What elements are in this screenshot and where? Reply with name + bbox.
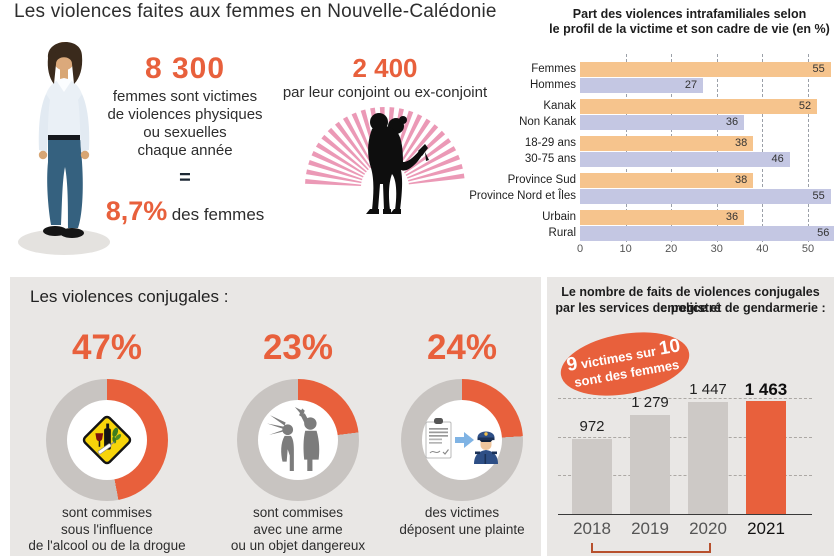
bar-non-kanak bbox=[580, 115, 745, 130]
bar-value-label: 52 bbox=[798, 100, 812, 112]
victims-caption-line: chaque année bbox=[137, 142, 233, 159]
bar-rural bbox=[580, 226, 834, 241]
bar-value-label: 46 bbox=[771, 153, 784, 165]
bar-value-label: 55 bbox=[812, 63, 825, 75]
gridline-x-30 bbox=[716, 54, 718, 242]
sun-ray bbox=[311, 151, 364, 178]
partner-count: 2 400 bbox=[352, 53, 418, 83]
sun-ray bbox=[408, 173, 465, 185]
couple-silhouette bbox=[366, 113, 429, 214]
victims-caption-line: ou sexuelles bbox=[143, 124, 227, 141]
sunburst-rays bbox=[305, 107, 465, 187]
bar-hommes bbox=[580, 78, 704, 93]
bar-province-sud bbox=[580, 173, 754, 188]
x-tick-label: 20 bbox=[665, 243, 678, 255]
gridline-x-40 bbox=[762, 54, 764, 242]
bar-category-label: Rural bbox=[548, 227, 576, 239]
sun-ray bbox=[306, 169, 362, 184]
sun-ray bbox=[334, 121, 372, 169]
bar-30-75-ans bbox=[580, 152, 790, 167]
bar-province-nord-et-les bbox=[580, 189, 831, 204]
sun-ray bbox=[407, 164, 463, 182]
woman-illustration bbox=[18, 41, 110, 255]
x-tick-label: 0 bbox=[576, 243, 584, 255]
x-tick-label: 10 bbox=[619, 243, 632, 255]
bar-value-label: 55 bbox=[812, 190, 825, 202]
sun-ray bbox=[406, 154, 461, 179]
bar-value-label: 27 bbox=[684, 79, 698, 91]
family-chart-title-line2: le profil de la victime et son cadre de … bbox=[549, 22, 830, 36]
sun-ray bbox=[308, 160, 363, 181]
equals-sign: = bbox=[179, 167, 191, 189]
victims-percent-row: 8,7% des femmes bbox=[100, 196, 270, 227]
bar-category-label: Urbain bbox=[542, 211, 576, 223]
sun-ray bbox=[397, 118, 431, 168]
sun-ray bbox=[327, 127, 369, 171]
victims-count: 8 300 bbox=[144, 52, 226, 85]
bar-kanak bbox=[580, 99, 818, 114]
yearly-chart-title-line2: par les services de police et de gendarm… bbox=[555, 301, 826, 315]
victims-stat-block: 8 300 femmes sont victimes de violences … bbox=[100, 52, 270, 227]
bar-value-label: 38 bbox=[735, 174, 748, 186]
victims-percent-suffix: des femmes bbox=[171, 205, 265, 224]
x-tick-label: 40 bbox=[756, 243, 769, 255]
bar-value-label: 36 bbox=[725, 211, 739, 223]
sun-ray bbox=[315, 142, 366, 175]
bar-urbain bbox=[580, 210, 745, 225]
family-chart-title-line1: Part des violences intrafamiliales selon bbox=[572, 7, 807, 21]
sun-ray bbox=[405, 146, 457, 176]
page-title: Les violences faites aux femmes en Nouve… bbox=[14, 1, 497, 22]
victims-percent: 8,7% bbox=[105, 196, 168, 226]
conjugal-panel bbox=[10, 277, 541, 556]
bar-18-29-ans bbox=[580, 136, 754, 151]
victims-caption-line: de violences physiques bbox=[107, 106, 263, 123]
x-tick-label: 50 bbox=[801, 243, 815, 255]
sun-ray bbox=[321, 134, 367, 173]
yearly-chart-title-line1: Le nombre de faits de violences conjugal… bbox=[561, 285, 820, 315]
x-tick-label: 30 bbox=[710, 243, 723, 255]
sun-ray bbox=[342, 116, 374, 167]
gridline-x-20 bbox=[671, 54, 673, 242]
sun-ray bbox=[403, 138, 452, 174]
conjugal-heading: Les violences conjugales : bbox=[30, 287, 229, 306]
gridline-x-50 bbox=[808, 54, 809, 242]
sun-ray bbox=[305, 179, 362, 187]
victims-caption-line: femmes sont victimes bbox=[112, 88, 258, 105]
gridline-x-10 bbox=[625, 54, 627, 242]
partner-caption: par leur conjoint ou ex-conjoint bbox=[282, 84, 488, 101]
bar-value-label: 38 bbox=[735, 137, 748, 149]
bar-category-label: Province Nord et Îles bbox=[469, 190, 576, 202]
yearly-chart-panel bbox=[547, 277, 834, 556]
bar-femmes bbox=[580, 62, 831, 77]
sun-ray bbox=[399, 124, 439, 170]
bar-value-label: 56 bbox=[817, 227, 830, 239]
bar-value-label: 36 bbox=[725, 116, 739, 128]
